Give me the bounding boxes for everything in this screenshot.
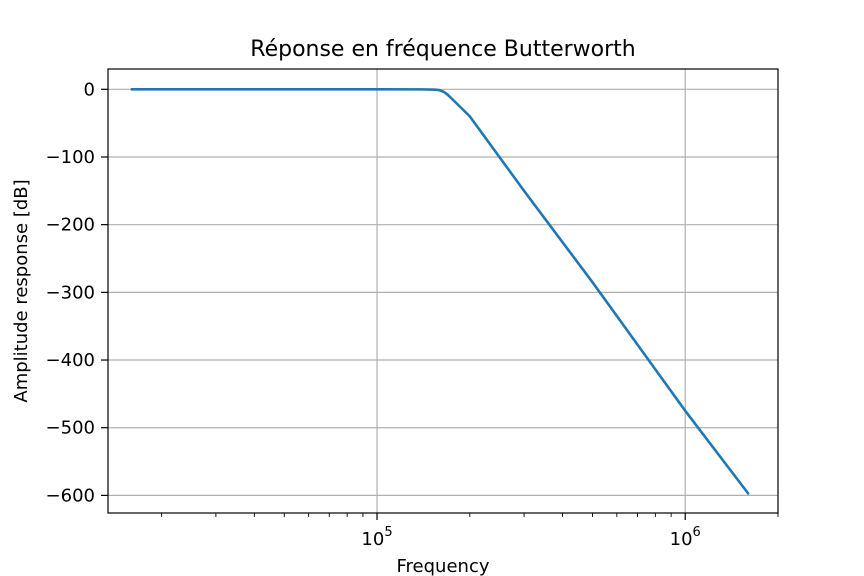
- axis-ticks: [101, 88, 779, 520]
- y-tick-label: −300: [46, 282, 95, 303]
- x-tick-label: 105: [361, 525, 392, 550]
- series-line: [130, 88, 750, 495]
- chart-title: Réponse en fréquence Butterworth: [250, 37, 635, 62]
- plot-frame: [107, 68, 779, 514]
- series-lines: [130, 88, 750, 495]
- tick-labels: 105 106 0 −100 −200 −300 −400 −500 −600: [46, 79, 701, 550]
- y-tick-label: −200: [46, 215, 95, 236]
- y-tick-label: −500: [46, 418, 95, 439]
- y-tick-label: −600: [46, 485, 95, 506]
- x-axis-label: Frequency: [397, 556, 490, 576]
- y-tick-label: −400: [46, 350, 95, 371]
- y-tick-label: −100: [46, 147, 95, 168]
- y-tick-label: 0: [84, 79, 95, 100]
- y-axis-label: Amplitude response [dB]: [11, 179, 32, 402]
- x-tick-label: 106: [670, 525, 701, 550]
